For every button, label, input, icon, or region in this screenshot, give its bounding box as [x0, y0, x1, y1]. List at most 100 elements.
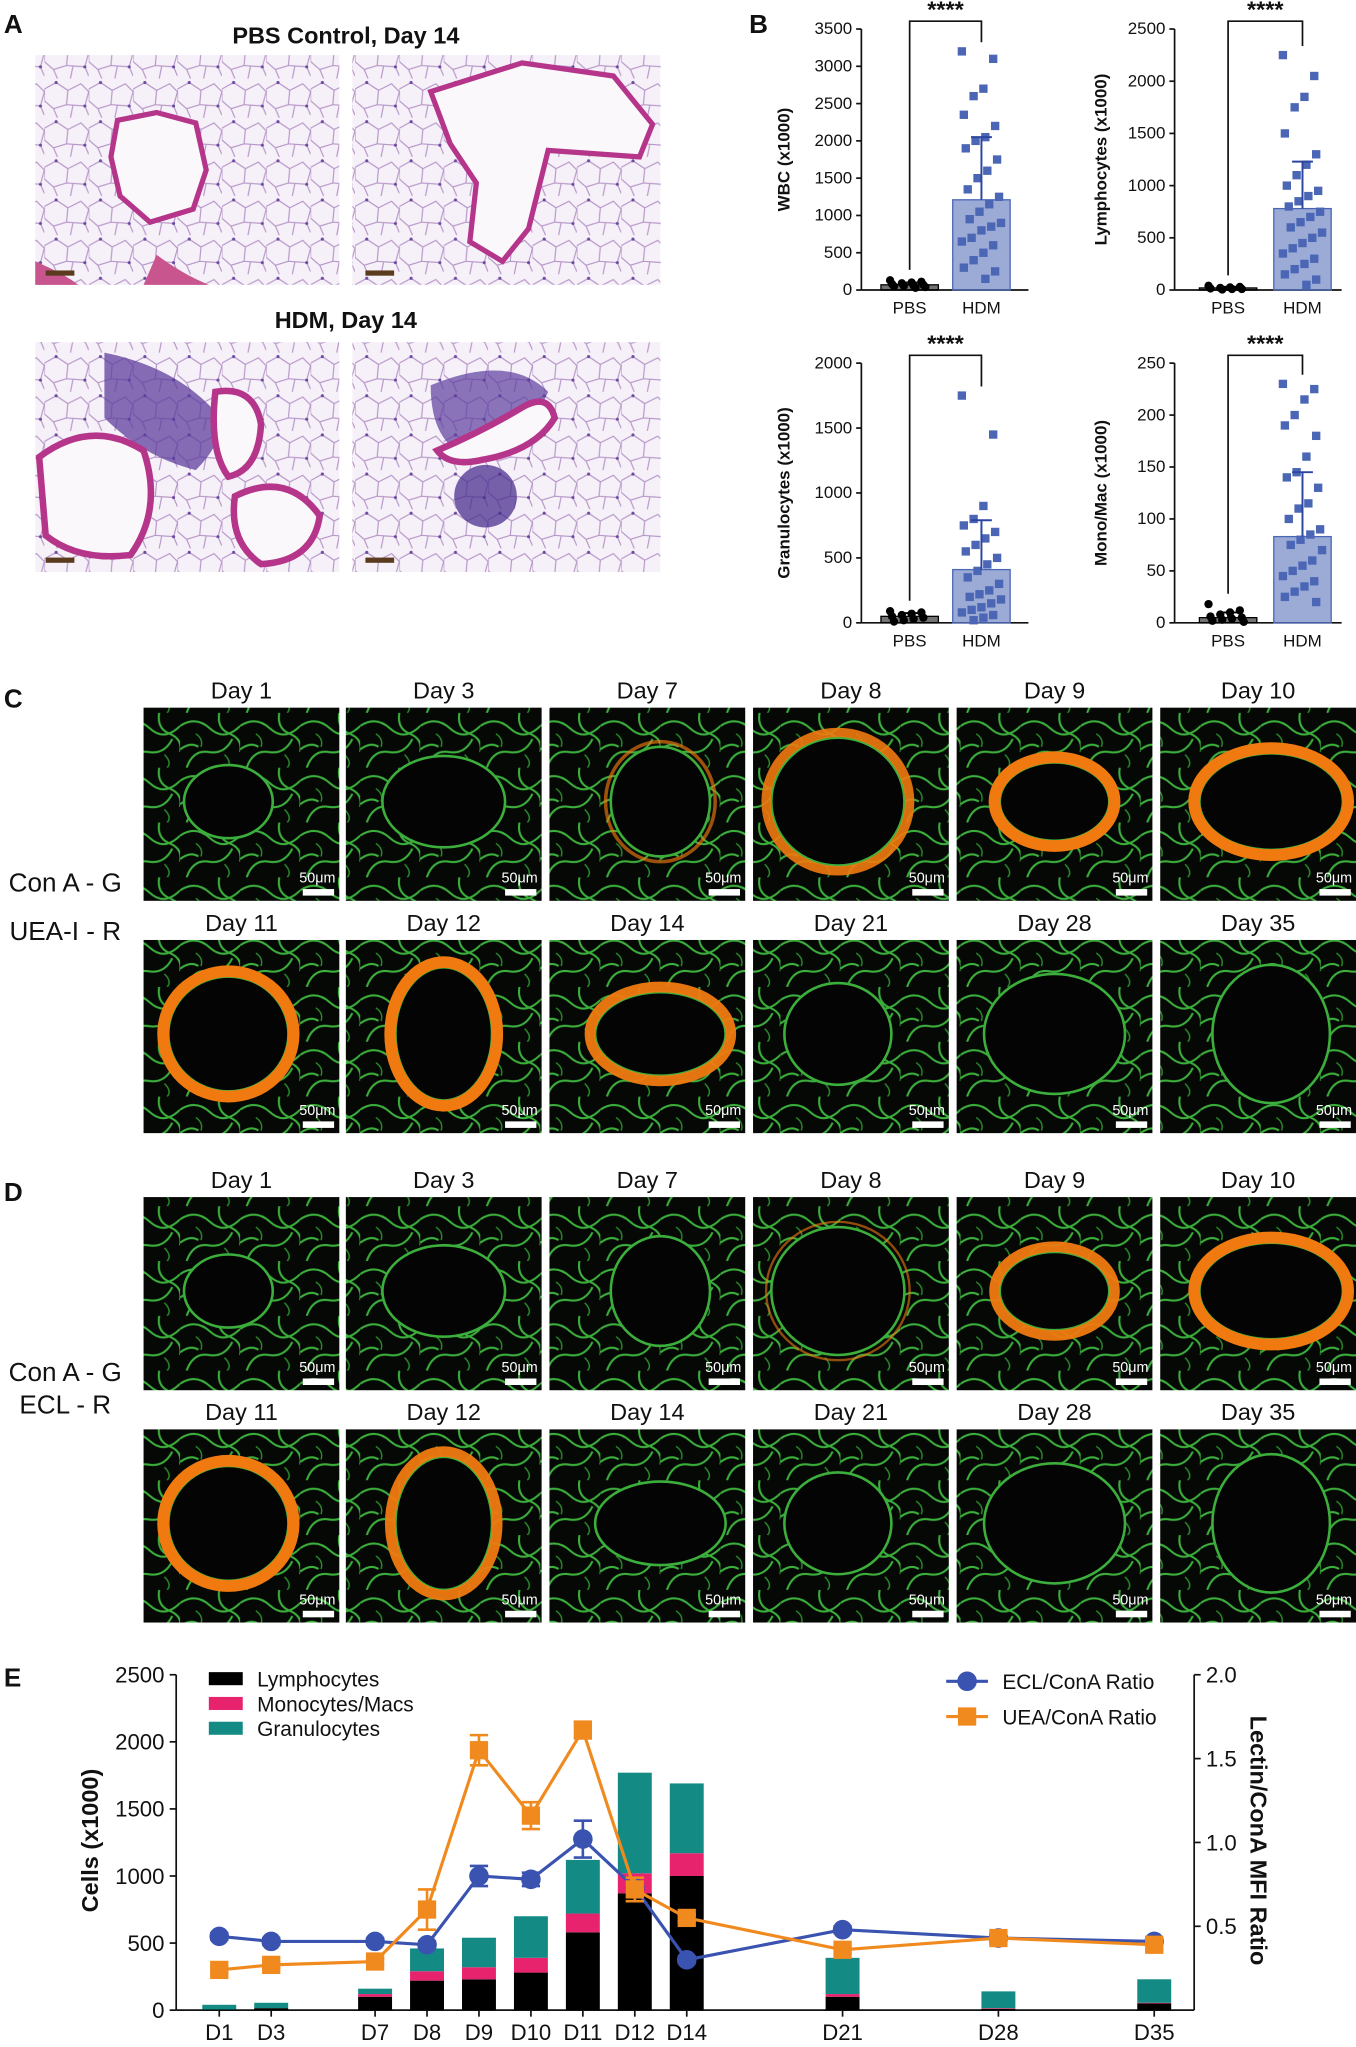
point: [1313, 186, 1323, 196]
point: [1290, 103, 1299, 112]
point: [921, 282, 930, 292]
stain-label: ECL - R: [19, 1390, 111, 1420]
point: [909, 614, 918, 624]
bar-segment: [981, 1991, 1016, 2009]
y-tick-label: 1000: [1128, 176, 1166, 195]
point: [987, 599, 996, 608]
scale-bar: [505, 889, 537, 896]
scale-label: 50μm: [299, 1103, 335, 1119]
point: [983, 560, 992, 569]
point: [967, 233, 976, 243]
point: [957, 237, 967, 246]
bar-segment: [410, 1980, 444, 2011]
scale-bar: [912, 1378, 944, 1386]
marker: [1145, 1935, 1164, 1954]
point: [989, 54, 998, 64]
scale-label: 50μm: [909, 1103, 945, 1119]
bar-segment: [565, 1913, 600, 1933]
y2-tick-label: 0.5: [1206, 1914, 1237, 1939]
legend-marker: [957, 1707, 977, 1726]
scale-label: 50μm: [1316, 1360, 1352, 1376]
day-label: Day 11: [205, 910, 278, 936]
lumen: [381, 1244, 507, 1339]
point: [1312, 150, 1321, 159]
significance: ****: [927, 0, 964, 22]
scale-bar: [708, 1610, 740, 1618]
scale-bar: [1319, 889, 1351, 896]
lumen: [394, 1455, 494, 1592]
y-tick-label: 150: [1137, 457, 1165, 476]
marker: [261, 1931, 281, 1952]
panel-letter: A: [4, 9, 23, 39]
x-tick-label: PBS: [1211, 299, 1245, 318]
point: [1239, 617, 1248, 626]
bar-segment: [617, 1893, 652, 2011]
y-tick-label: 2500: [115, 1663, 164, 1688]
point: [973, 173, 982, 183]
legend-label: Monocytes/Macs: [257, 1693, 414, 1716]
point: [989, 241, 998, 250]
point: [1288, 566, 1297, 576]
y-tick-label: 0: [843, 613, 852, 632]
y-tick-label: 1000: [815, 483, 853, 502]
marker: [365, 1931, 385, 1952]
point: [975, 590, 984, 599]
point: [996, 218, 1006, 228]
marker: [521, 1869, 541, 1890]
y-tick-label: 2500: [815, 94, 853, 113]
y-axis-label: WBC (x1000): [775, 108, 794, 212]
point: [1296, 535, 1305, 544]
panel-letter: E: [4, 1662, 21, 1692]
stain-ring: [384, 1446, 503, 1601]
lumen: [182, 1253, 275, 1329]
stain-ring: [384, 956, 504, 1112]
point: [994, 579, 1004, 589]
point: [965, 215, 974, 224]
point: [985, 200, 994, 209]
stain-ring: [1188, 742, 1355, 862]
point: [977, 226, 986, 235]
point: [990, 121, 1000, 131]
point: [1296, 217, 1305, 227]
day-label: Day 10: [1221, 678, 1295, 704]
histology-image: [352, 342, 661, 572]
day-label: Day 35: [1221, 910, 1295, 936]
scale-label: 50μm: [1112, 1103, 1148, 1119]
x-tick-label: PBS: [1211, 631, 1245, 650]
marker: [209, 1926, 230, 1947]
bar-segment: [981, 2008, 1016, 2011]
x-tick-label: HDM: [1283, 631, 1322, 650]
lumen: [783, 1471, 893, 1576]
point: [1300, 92, 1309, 102]
point: [1280, 592, 1290, 602]
day-label: Day 8: [820, 1167, 881, 1193]
point: [1292, 171, 1301, 180]
day-label: Day 10: [1221, 1167, 1295, 1193]
point: [1300, 395, 1309, 404]
point: [963, 573, 972, 582]
point: [1312, 275, 1321, 284]
point: [1312, 597, 1321, 607]
scale-bar: [708, 1121, 740, 1128]
point: [889, 282, 899, 291]
histology-image: [352, 55, 661, 285]
point: [965, 592, 974, 602]
stain-ring: [157, 1454, 300, 1592]
x-tick-label: D3: [257, 2020, 285, 2045]
scale-label: 50μm: [502, 871, 538, 887]
y-tick-label: 1000: [815, 206, 853, 225]
lumen: [783, 981, 893, 1087]
point: [1286, 540, 1295, 550]
point: [1300, 259, 1309, 269]
y-tick-label: 2000: [1128, 71, 1166, 90]
scale-label: 50μm: [502, 1592, 538, 1608]
point: [1302, 280, 1311, 289]
x-tick-label: D12: [614, 2020, 655, 2045]
point: [1206, 284, 1215, 293]
scale-label: 50μm: [502, 1360, 538, 1376]
point: [990, 527, 1000, 537]
day-label: Day 1: [211, 678, 272, 704]
scale-label: 50μm: [299, 1360, 335, 1376]
y-tick-label: 50: [1147, 561, 1166, 580]
point: [1208, 616, 1217, 625]
